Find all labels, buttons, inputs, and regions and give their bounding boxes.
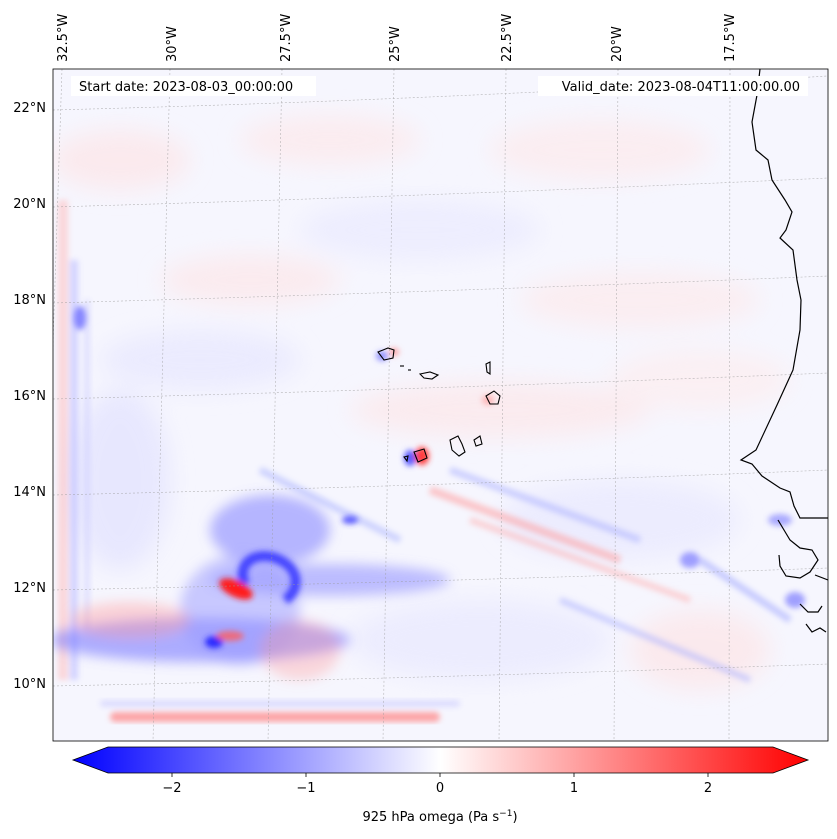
colorbar-bar [71,746,810,774]
lat-label: 12°N [13,581,46,596]
africa-coast [739,69,828,519]
valid-date-box [538,76,808,96]
colorbar-title: 925 hPa omega (Pa s−1) [362,809,517,825]
lat-label: 14°N [13,485,46,500]
colorbar-tick-label: 0 [436,781,444,796]
colorbar-tick-label: 2 [704,781,712,796]
lat-label: 20°N [13,197,46,212]
lon-label: 17.5°W [723,14,738,62]
cape-verde-islands [377,347,501,463]
map-frame [52,68,829,742]
lat-label: 16°N [13,389,46,404]
graticule [53,69,828,741]
map-panel [53,69,828,741]
valid-date-label: Valid_date: 2023-08-04T11:00:00.00 [562,80,800,95]
lon-label: 32.5°W [56,14,71,62]
omega-field [53,115,805,722]
lon-label: 25°W [388,26,403,62]
coastlines [739,69,828,633]
lat-label: 18°N [13,293,46,308]
lon-label: 20°W [610,26,625,62]
lat-label: 10°N [13,677,46,692]
colorbar-tick-label: −1 [296,781,315,796]
lon-label: 27.5°W [279,14,294,62]
lon-label: 22.5°W [500,14,515,62]
latitude-labels: 22°N 20°N 18°N 16°N 14°N 12°N 10°N [13,101,46,692]
colorbar: −2 −1 0 1 2 925 hPa omega (Pa s−1) [71,746,810,825]
start-date-label: Start date: 2023-08-03_00:00:00 [79,80,293,95]
lon-label: 30°W [165,26,180,62]
colorbar-tick-label: 1 [570,781,578,796]
longitude-labels: 32.5°W 30°W 27.5°W 25°W 22.5°W 20°W 17.5… [56,14,738,62]
lat-label: 22°N [13,101,46,116]
colorbar-tick-label: −2 [162,781,181,796]
start-date-box [71,76,316,96]
